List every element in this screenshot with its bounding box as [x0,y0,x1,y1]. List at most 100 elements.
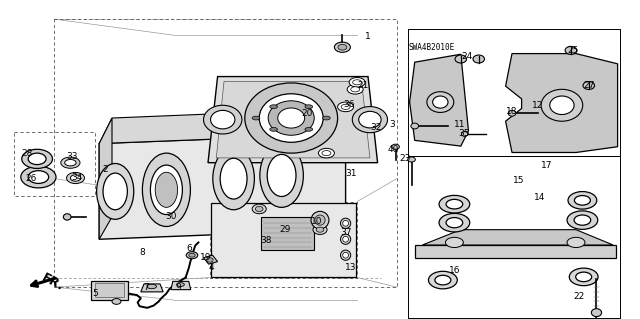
Ellipse shape [565,46,577,54]
Ellipse shape [28,171,49,183]
Ellipse shape [340,234,351,244]
Ellipse shape [143,153,191,226]
Ellipse shape [112,299,121,304]
Text: 6: 6 [186,244,191,253]
Ellipse shape [575,196,591,205]
Ellipse shape [338,44,347,50]
Ellipse shape [22,149,52,168]
Ellipse shape [574,215,591,225]
Ellipse shape [335,42,351,52]
Polygon shape [422,230,613,245]
Ellipse shape [268,154,296,197]
Text: 37: 37 [340,228,351,237]
Ellipse shape [455,55,467,63]
Ellipse shape [427,92,454,113]
Ellipse shape [435,275,451,285]
Ellipse shape [260,144,303,207]
Ellipse shape [439,195,470,213]
Text: 7: 7 [143,283,148,292]
Ellipse shape [576,272,592,282]
Text: 27: 27 [583,81,595,90]
Ellipse shape [305,128,312,131]
Ellipse shape [508,110,516,116]
Ellipse shape [61,157,80,168]
Text: 16: 16 [449,266,460,275]
Text: 31: 31 [345,169,356,178]
Ellipse shape [186,252,198,259]
Text: 1: 1 [365,32,371,41]
Text: 30: 30 [166,212,177,221]
Text: 22: 22 [573,292,585,301]
Polygon shape [171,281,191,290]
Text: 38: 38 [260,236,271,245]
Text: 36: 36 [343,100,355,109]
Text: FR.: FR. [40,271,66,293]
Polygon shape [141,284,163,292]
Ellipse shape [255,206,263,211]
Ellipse shape [271,111,279,117]
Ellipse shape [252,116,260,120]
Ellipse shape [439,213,470,232]
Ellipse shape [65,160,76,166]
Ellipse shape [156,172,178,207]
Ellipse shape [343,220,349,226]
Text: 4: 4 [209,263,214,272]
Ellipse shape [353,80,362,85]
Ellipse shape [323,116,330,120]
Ellipse shape [411,123,419,129]
Text: 15: 15 [513,176,524,185]
Ellipse shape [150,165,182,214]
Ellipse shape [591,309,602,316]
Ellipse shape [220,158,247,199]
Ellipse shape [392,144,399,149]
Ellipse shape [211,110,235,129]
Ellipse shape [147,284,157,289]
Text: 23: 23 [399,154,411,163]
Ellipse shape [63,214,71,220]
Ellipse shape [268,101,314,135]
Ellipse shape [473,55,484,63]
Ellipse shape [244,83,338,153]
Ellipse shape [348,85,364,94]
Text: 9: 9 [175,283,180,292]
Text: 34: 34 [71,173,83,182]
Text: 35: 35 [458,129,470,138]
Text: 14: 14 [534,193,545,202]
Ellipse shape [252,204,266,214]
Ellipse shape [340,250,351,260]
Polygon shape [261,217,314,250]
Polygon shape [216,81,370,158]
Ellipse shape [338,102,354,112]
Ellipse shape [446,199,463,209]
Ellipse shape [204,105,242,134]
Polygon shape [99,134,346,239]
Ellipse shape [461,131,468,137]
Ellipse shape [446,218,463,228]
Text: 32: 32 [371,123,382,132]
Ellipse shape [349,78,365,87]
Text: 19: 19 [200,253,212,262]
Polygon shape [204,255,218,264]
Ellipse shape [340,218,351,228]
Text: 12: 12 [532,101,543,110]
Polygon shape [208,77,378,163]
Ellipse shape [550,96,574,115]
Ellipse shape [541,89,582,121]
Ellipse shape [103,173,127,210]
Ellipse shape [189,253,195,257]
Ellipse shape [212,148,255,210]
Ellipse shape [433,96,448,108]
Text: 33: 33 [66,152,77,161]
Text: 10: 10 [311,217,323,226]
Text: 28: 28 [21,149,33,158]
Polygon shape [99,118,112,239]
Polygon shape [91,281,128,300]
Text: SWA4B2010E: SWA4B2010E [408,43,454,52]
Polygon shape [99,108,346,144]
Ellipse shape [568,191,596,209]
Ellipse shape [351,87,360,92]
Ellipse shape [311,211,329,229]
Text: 18: 18 [506,107,518,116]
Ellipse shape [319,148,334,158]
Text: 29: 29 [279,225,291,234]
